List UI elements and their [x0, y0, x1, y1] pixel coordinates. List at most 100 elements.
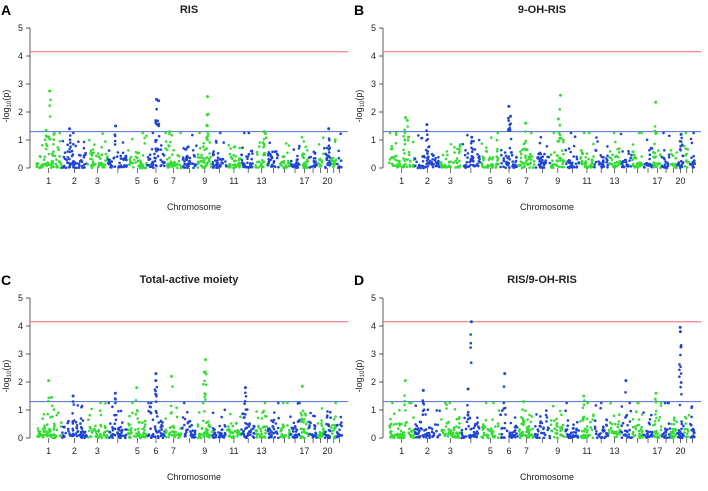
snp-point: [38, 155, 42, 158]
snp-point: [528, 428, 532, 432]
snp-point: [69, 141, 72, 144]
snp-point: [636, 162, 640, 165]
snp-point: [79, 422, 82, 425]
snp-point: [121, 434, 125, 438]
snp-point: [493, 434, 497, 438]
snp-point: [222, 141, 225, 144]
snp-point: [219, 431, 222, 435]
snp-point: [510, 153, 514, 157]
snp-point: [261, 426, 265, 429]
snp-point: [158, 429, 161, 433]
snp-point: [83, 435, 87, 438]
snp-point: [567, 435, 571, 439]
snp-point: [596, 140, 599, 143]
snp-point: [505, 429, 509, 433]
snp-point: [57, 411, 60, 415]
snp-point: [615, 430, 618, 434]
panel-c: C Total-active moiety012345-log10(p)Chrom…: [1, 272, 348, 482]
snp-point: [560, 427, 564, 430]
snp-point: [679, 353, 682, 357]
snp-peak: [679, 132, 683, 136]
snp-point: [168, 165, 171, 169]
snp-point: [143, 423, 147, 426]
snp-point: [172, 164, 175, 168]
snp-point: [605, 161, 608, 164]
y-tick-label: 1: [18, 405, 23, 415]
snp-point: [67, 429, 70, 433]
snp-point: [64, 431, 67, 435]
snp-point: [539, 165, 543, 169]
snp-point: [400, 165, 404, 169]
snp-point: [565, 428, 569, 431]
x-tick-label: 13: [609, 446, 619, 456]
snp-point: [467, 424, 470, 428]
snp-point: [593, 163, 596, 166]
snp-point: [420, 137, 423, 140]
snp-point: [429, 159, 432, 163]
y-axis-label: -log10(p): [1, 90, 13, 123]
snp-point: [572, 144, 576, 148]
snp-point: [48, 115, 52, 118]
snp-point: [619, 132, 623, 136]
snp-point: [529, 161, 533, 165]
snp-point: [398, 162, 402, 165]
snp-point: [534, 166, 538, 169]
snp-point: [298, 163, 301, 166]
snp-point: [331, 156, 335, 160]
snp-point: [337, 432, 340, 436]
snp-point: [186, 162, 189, 166]
snp-point: [109, 163, 113, 167]
snp-point: [227, 144, 230, 147]
snp-point: [617, 151, 621, 154]
snp-point: [425, 159, 429, 162]
x-axis-label: Chromosome: [167, 202, 221, 212]
snp-point: [561, 162, 564, 165]
snp-peak: [425, 123, 429, 127]
snp-point: [44, 142, 48, 146]
snp-point: [186, 146, 189, 149]
snp-peak: [503, 372, 507, 376]
snp-point: [183, 162, 186, 166]
snp-point: [197, 435, 201, 438]
snp-point: [48, 104, 51, 107]
snp-point: [664, 433, 667, 437]
snp-point: [624, 416, 627, 419]
snp-point: [93, 143, 96, 146]
snp-point: [406, 158, 410, 161]
snp-point: [618, 413, 621, 417]
snp-point: [82, 140, 86, 144]
snp-point: [674, 156, 677, 160]
snp-point: [508, 158, 511, 161]
snp-point: [679, 432, 683, 435]
snp-point: [191, 429, 194, 432]
snp-point: [327, 137, 331, 140]
snp-point: [577, 429, 581, 432]
snp-point: [118, 161, 121, 165]
snp-point: [430, 430, 434, 434]
snp-point: [332, 417, 336, 421]
snp-point: [643, 166, 646, 169]
snp-point: [558, 133, 562, 137]
snp-point: [659, 428, 663, 432]
snp-point: [67, 166, 71, 169]
snp-point: [388, 426, 392, 429]
snp-point: [238, 162, 242, 165]
snp-point: [188, 425, 192, 429]
snp-point: [106, 155, 109, 158]
snp-point: [666, 164, 670, 168]
snp-point: [499, 413, 502, 417]
x-tick-label: 1: [399, 446, 404, 456]
snp-point: [202, 382, 205, 386]
snp-point: [254, 164, 257, 167]
snp-point: [572, 155, 575, 158]
snp-point: [146, 434, 150, 438]
panel-title: Total-active moiety: [140, 274, 240, 286]
snp-point: [550, 429, 553, 432]
snp-point: [388, 161, 391, 165]
snp-point: [585, 431, 589, 434]
snp-point: [83, 431, 86, 435]
snp-point: [201, 166, 205, 169]
snp-point: [528, 413, 531, 417]
snp-point: [610, 422, 614, 426]
snp-point: [323, 432, 326, 436]
